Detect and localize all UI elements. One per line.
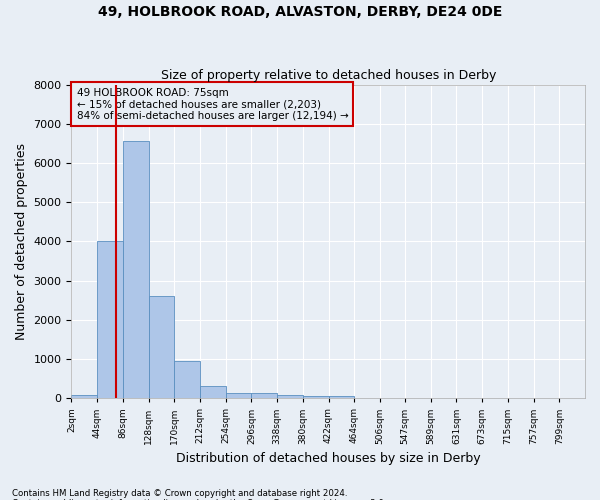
- Text: 49 HOLBROOK ROAD: 75sqm
← 15% of detached houses are smaller (2,203)
84% of semi: 49 HOLBROOK ROAD: 75sqm ← 15% of detache…: [77, 88, 348, 121]
- Bar: [174, 361, 200, 399]
- X-axis label: Distribution of detached houses by size in Derby: Distribution of detached houses by size …: [176, 452, 481, 465]
- Bar: [277, 395, 303, 398]
- Bar: [123, 142, 149, 398]
- Bar: [71, 395, 97, 398]
- Bar: [251, 393, 277, 398]
- Y-axis label: Number of detached properties: Number of detached properties: [15, 143, 28, 340]
- Bar: [200, 386, 226, 398]
- Text: 49, HOLBROOK ROAD, ALVASTON, DERBY, DE24 0DE: 49, HOLBROOK ROAD, ALVASTON, DERBY, DE24…: [98, 5, 502, 19]
- Bar: [97, 242, 123, 398]
- Bar: [329, 396, 354, 398]
- Text: Contains public sector information licensed under the Open Government Licence v3: Contains public sector information licen…: [12, 498, 386, 500]
- Title: Size of property relative to detached houses in Derby: Size of property relative to detached ho…: [161, 69, 496, 82]
- Text: Contains HM Land Registry data © Crown copyright and database right 2024.: Contains HM Land Registry data © Crown c…: [12, 488, 347, 498]
- Bar: [303, 396, 329, 398]
- Bar: [149, 296, 174, 398]
- Bar: [226, 393, 251, 398]
